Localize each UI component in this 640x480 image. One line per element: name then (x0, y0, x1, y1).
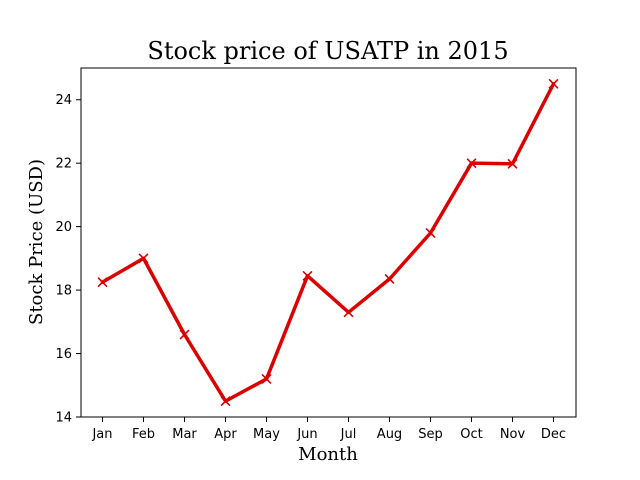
data-point-marker (384, 274, 395, 284)
plot-frame (80, 67, 577, 418)
x-tick-label-oct: Oct (460, 427, 482, 442)
y-axis: 14 16 18 20 22 24 (55, 93, 81, 426)
data-point-nov (507, 159, 518, 169)
data-point-jul (343, 307, 354, 318)
data-point-jan (97, 277, 108, 287)
data-point-marker (466, 158, 477, 168)
x-axis-label: Month (298, 444, 358, 465)
x-tick-label-jan: Jan (91, 427, 112, 442)
data-point-marker (179, 329, 190, 340)
x-tick-label-may: May (253, 427, 280, 442)
data-point-marker (138, 253, 149, 264)
data-point-marker (507, 159, 518, 169)
y-tick-label-18: 18 (55, 284, 72, 299)
data-point-aug (384, 274, 395, 284)
x-tick-label-jun: Jun (296, 427, 317, 442)
y-tick-label-20: 20 (55, 220, 72, 235)
y-tick-label-14: 14 (55, 411, 72, 426)
data-point-sep (425, 228, 436, 238)
data-point-marker (261, 374, 272, 384)
data-point-dec (548, 79, 559, 89)
x-tick-label-dec: Dec (541, 427, 566, 442)
y-tick-label-16: 16 (55, 347, 72, 362)
data-point-marker (220, 396, 231, 406)
data-point-apr (220, 396, 231, 406)
data-point-marker (343, 307, 354, 318)
x-axis: Jan Feb Mar Apr May Jun Jul Aug Sep Oct Nov Dec (91, 417, 566, 442)
x-tick-label-nov: Nov (500, 427, 526, 442)
y-axis-label: Stock Price (USD) (26, 159, 47, 325)
data-point-jun (302, 271, 313, 281)
data-point-feb (138, 253, 149, 264)
y-tick-label-22: 22 (55, 157, 72, 172)
data-point-mar (179, 329, 190, 340)
series-line-0 (100, 82, 556, 403)
x-tick-label-mar: Mar (172, 427, 197, 442)
x-tick-label-jul: Jul (340, 427, 357, 442)
data-point-marker (548, 79, 559, 89)
y-tick-label-24: 24 (55, 93, 72, 108)
x-tick-label-aug: Aug (377, 427, 402, 442)
x-tick-label-feb: Feb (132, 427, 155, 442)
x-tick-label-sep: Sep (418, 427, 443, 442)
data-point-marker (97, 277, 108, 287)
chart-title: Stock price of USATP in 2015 (147, 37, 508, 65)
data-point-marker (425, 228, 436, 238)
data-point-may (261, 374, 272, 384)
data-point-oct (466, 158, 477, 168)
data-point-marker (302, 271, 313, 281)
series-layer (97, 79, 559, 406)
x-tick-label-apr: Apr (214, 427, 237, 442)
